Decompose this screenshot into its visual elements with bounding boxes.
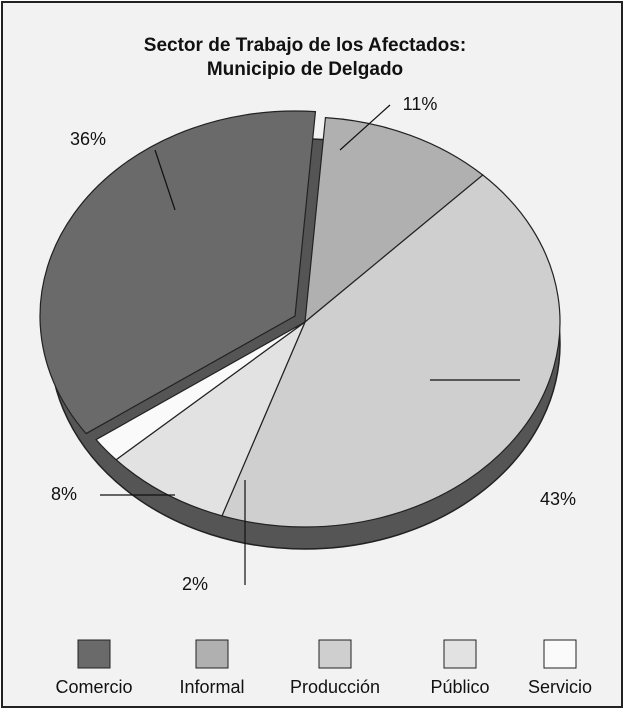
leader-line [154,149,176,211]
legend-label: Comercio [55,677,132,697]
legend-label: Público [430,677,489,697]
legend-swatch [77,639,111,669]
pie-slice [95,321,306,461]
legend-swatch [443,639,477,669]
legend-label: Producción [290,677,380,697]
leader-line [339,104,391,151]
chart-title: Municipio de Delgado [207,59,403,80]
slice-label: 11% [403,94,438,114]
slice-label: 2% [182,574,208,594]
legend-label: Servicio [528,677,592,697]
pie-slice [304,117,484,324]
pie-slice [115,320,307,517]
chart-title: Sector de Trabajo de los Afectados: [144,35,466,56]
slice-label: 36% [70,129,106,149]
slice-label: 8% [51,484,77,504]
legend-label: Informal [179,677,244,697]
legend-swatch [195,639,229,669]
pie-slice [39,110,317,435]
legend-swatch [318,639,352,669]
slice-label: 43% [540,489,576,509]
pie-slice [221,174,561,528]
legend-swatch [543,639,577,669]
